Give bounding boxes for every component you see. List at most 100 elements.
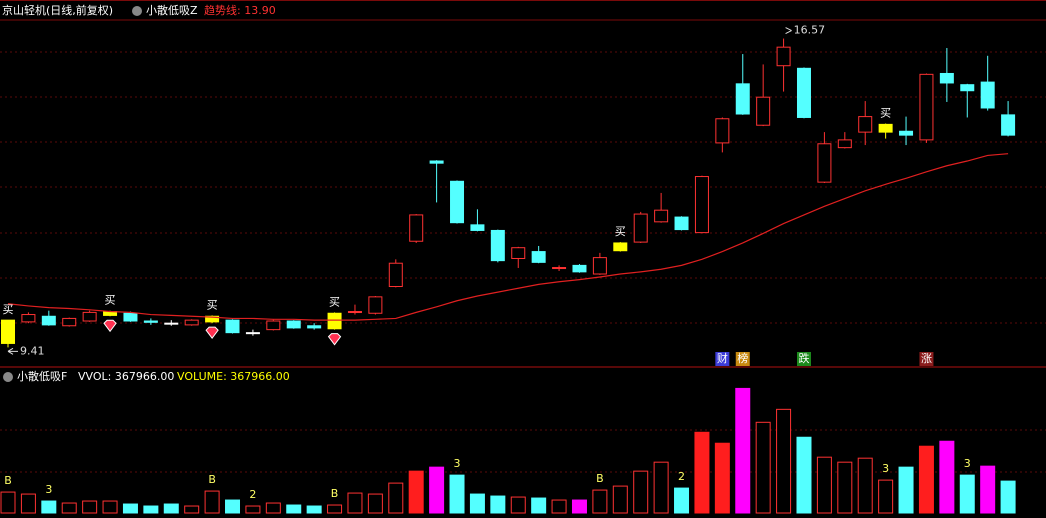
buy-signal: 买 (207, 298, 218, 311)
volume-bar (61, 502, 77, 514)
buy-signal: 买 (880, 107, 891, 120)
volume-bar (694, 431, 710, 514)
volume-bar (939, 440, 955, 514)
candle-body (694, 176, 709, 234)
buy-signal: 买 (329, 295, 340, 308)
menu-icon[interactable] (3, 372, 13, 382)
volume-bar (918, 445, 934, 514)
candle-body (1001, 114, 1016, 136)
gem-icon (205, 326, 219, 340)
candle-body (450, 180, 465, 224)
candle-body (858, 116, 873, 133)
volume-bar (102, 500, 118, 514)
gem-icon (327, 333, 342, 346)
volume-bar (225, 499, 241, 514)
candle-body (715, 118, 730, 144)
volume-bar (551, 499, 567, 514)
volume-bar (735, 387, 751, 514)
buy-signal: 买 (3, 303, 14, 316)
candle-body (205, 315, 220, 323)
trend-line (7, 153, 1009, 321)
candle-body (919, 73, 934, 141)
candle-body (347, 311, 362, 314)
candle-body (143, 320, 158, 323)
volume-bar (163, 503, 179, 514)
buy-signal: 买 (105, 294, 116, 307)
volume-bar (388, 482, 404, 514)
candle-body (307, 325, 322, 329)
volume-bar (0, 491, 16, 514)
candle-body (796, 67, 811, 118)
candle-body (327, 312, 342, 330)
candle-body (429, 160, 444, 164)
candle-body (878, 123, 893, 133)
volume-bar (347, 492, 363, 514)
volume-bar (286, 504, 302, 514)
badge (735, 352, 750, 366)
volume-bar (755, 421, 771, 514)
volume-signal: 2 (249, 488, 256, 501)
volume-signal: 2 (678, 470, 685, 483)
volume-bar (674, 487, 690, 514)
volume-bar (265, 502, 281, 514)
candle-body (368, 296, 383, 314)
volume-signal: 3 (454, 457, 461, 470)
candle-body (572, 264, 587, 273)
menu-icon[interactable] (132, 6, 142, 16)
volume-bar (143, 505, 159, 514)
candle-body (960, 84, 975, 92)
volume-bar (592, 489, 608, 514)
stock-title: 京山轻机(日线,前复权) (2, 3, 113, 17)
volume-bar (714, 442, 730, 514)
candle-body (245, 332, 260, 335)
volume-bar (531, 497, 547, 514)
volume-bar (959, 474, 975, 514)
badge-text: 涨 (921, 352, 932, 365)
badge-text: 跌 (798, 351, 809, 365)
badge (919, 352, 934, 366)
arrow (7, 347, 18, 355)
volume-bar (837, 461, 853, 514)
volume-bar (878, 479, 894, 514)
volume-bar (449, 474, 465, 514)
volume-bar (633, 470, 649, 514)
candle-body (184, 319, 199, 326)
candle-body (286, 320, 301, 329)
candle-body (939, 72, 954, 84)
candle-body (21, 314, 36, 323)
volume-bar (776, 408, 792, 514)
volume-bar (816, 456, 832, 514)
volume-bar (796, 436, 812, 514)
candle-body (388, 262, 403, 288)
max-price-label: 16.57 (794, 24, 826, 37)
badge (796, 352, 811, 366)
candle-body (899, 130, 914, 136)
volume-bar (82, 500, 98, 514)
volume-signal: 3 (964, 457, 971, 470)
volume-bar (980, 465, 996, 514)
volume-signal: B (208, 473, 216, 486)
candle-body (776, 46, 791, 67)
candle-body (225, 319, 240, 334)
volume-signal: B (596, 472, 604, 485)
volume-bar (653, 461, 669, 514)
candle-body (82, 311, 97, 322)
volume-bar (612, 485, 628, 514)
candle-body (490, 229, 505, 262)
candle-body (756, 96, 771, 126)
volume-bar (898, 466, 914, 514)
badge-text: 财 (717, 351, 728, 365)
buy-signal: 买 (615, 225, 626, 238)
candle-body (837, 139, 852, 149)
candle-body (817, 143, 832, 183)
volume-bar (469, 493, 485, 514)
arrow (785, 27, 792, 34)
volume-signal: B (331, 487, 339, 500)
candle-body (613, 242, 628, 252)
volume-bar (245, 505, 261, 514)
volume-bar (122, 503, 138, 514)
vvol-legend: VVOL: 367966.00 (78, 370, 174, 383)
ma-legend: 趋势线: 13.90 (204, 3, 276, 17)
candle-body (980, 81, 995, 109)
candle-body (735, 83, 750, 115)
